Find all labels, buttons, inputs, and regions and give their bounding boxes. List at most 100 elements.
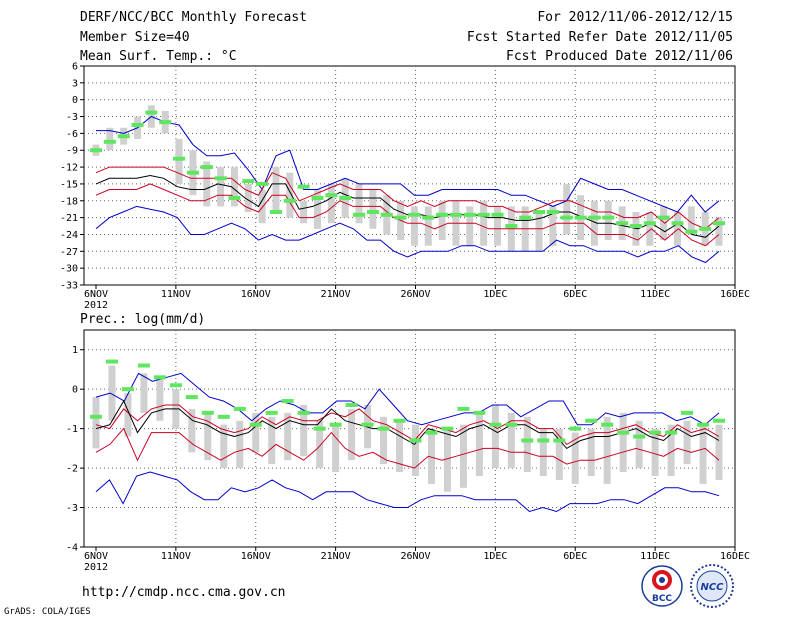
observed-marker bbox=[519, 215, 532, 220]
observed-marker bbox=[697, 422, 710, 427]
observed-marker bbox=[249, 422, 262, 427]
spread-box bbox=[258, 189, 266, 224]
spread-box bbox=[603, 416, 611, 484]
observed-marker bbox=[329, 422, 342, 427]
observed-marker bbox=[117, 134, 130, 139]
spread-box bbox=[355, 183, 363, 224]
observed-marker bbox=[616, 221, 629, 226]
observed-marker bbox=[339, 195, 352, 200]
x-tick-label: 6NOV bbox=[84, 551, 108, 562]
observed-marker bbox=[153, 375, 166, 380]
observed-marker bbox=[377, 426, 390, 431]
observed-marker bbox=[521, 438, 534, 443]
spread-box bbox=[217, 167, 225, 207]
observed-marker bbox=[214, 176, 227, 181]
spread-box bbox=[284, 412, 292, 461]
observed-marker bbox=[425, 430, 438, 435]
x-tick-label: 21NOV bbox=[321, 289, 351, 300]
observed-marker bbox=[463, 212, 476, 217]
x-tick-label: 16DEC bbox=[720, 551, 750, 562]
spread-box bbox=[438, 200, 446, 241]
x-tick-label: 11NOV bbox=[161, 289, 191, 300]
observed-marker bbox=[713, 221, 726, 226]
precip-variable-label: Prec.: log(mm/d) bbox=[80, 312, 205, 327]
spread-box bbox=[571, 432, 579, 484]
series-line-lower bbox=[95, 427, 720, 469]
spread-box bbox=[314, 189, 322, 229]
y-tick-label: 6 bbox=[72, 62, 78, 73]
spread-box bbox=[480, 200, 488, 246]
observed-marker bbox=[105, 359, 118, 364]
series-line-max bbox=[96, 115, 720, 213]
observed-marker bbox=[699, 226, 712, 231]
observed-marker bbox=[505, 422, 518, 427]
observed-marker bbox=[601, 422, 614, 427]
observed-marker bbox=[394, 215, 407, 220]
plot-frame bbox=[83, 329, 736, 548]
observed-marker bbox=[325, 193, 338, 198]
observed-marker bbox=[633, 434, 646, 439]
observed-marker bbox=[345, 402, 358, 407]
source-url[interactable]: http://cmdp.ncc.cma.gov.cn bbox=[82, 585, 286, 600]
observed-marker bbox=[505, 224, 518, 229]
spread-box bbox=[412, 424, 419, 476]
observed-marker bbox=[242, 179, 255, 184]
x-tick-label: 16NOV bbox=[241, 551, 271, 562]
spread-box bbox=[272, 167, 280, 212]
forecast-produced-label: Fcst Produced Date 2012/11/06 bbox=[506, 49, 733, 64]
x-tick-label: 26NOV bbox=[400, 551, 430, 562]
observed-marker bbox=[313, 426, 326, 431]
year-label: 2012 bbox=[84, 300, 108, 311]
observed-marker bbox=[560, 215, 573, 220]
observed-marker bbox=[137, 363, 150, 368]
spread-box bbox=[523, 416, 531, 473]
bcc-logo-text: BCC bbox=[652, 594, 672, 604]
observed-marker bbox=[629, 224, 642, 229]
spread-box bbox=[220, 424, 228, 469]
spread-box bbox=[396, 420, 404, 473]
spread-box bbox=[140, 373, 148, 413]
spread-box bbox=[410, 206, 418, 246]
plot-frame bbox=[83, 65, 736, 286]
spread-box bbox=[715, 424, 723, 480]
observed-marker bbox=[233, 406, 246, 411]
series-line-min bbox=[95, 205, 720, 264]
bcc-logo: BCC bbox=[641, 565, 683, 607]
observed-marker bbox=[585, 418, 598, 423]
spread-box bbox=[268, 416, 276, 465]
spread-box bbox=[106, 127, 114, 151]
y-tick-label: -1 bbox=[66, 424, 78, 435]
ncc-logo-text: NCC bbox=[700, 582, 724, 593]
spread-box bbox=[286, 172, 294, 218]
spread-box bbox=[699, 424, 707, 484]
spread-box bbox=[175, 139, 183, 184]
observed-marker bbox=[546, 210, 559, 214]
observed-marker bbox=[380, 212, 393, 217]
y-tick-label: 0 bbox=[72, 385, 78, 396]
spread-box bbox=[466, 206, 474, 246]
spread-box bbox=[715, 217, 723, 246]
observed-marker bbox=[681, 410, 694, 415]
spread-box bbox=[244, 183, 252, 212]
observed-marker bbox=[533, 210, 546, 214]
observed-marker bbox=[588, 215, 601, 220]
temperature-panel: 6NOV 11NOV 16NOV 21NOV 26NOV 1DEC 6DEC 11DEC 16D… bbox=[60, 62, 750, 312]
spread-box bbox=[494, 206, 502, 246]
spread-box bbox=[667, 424, 675, 476]
y-tick-label: -33 bbox=[60, 281, 78, 292]
observed-marker bbox=[361, 422, 374, 427]
spread-box bbox=[380, 416, 388, 465]
y-tick-label: -30 bbox=[60, 264, 78, 275]
observed-marker bbox=[173, 156, 186, 161]
observed-marker bbox=[457, 406, 470, 411]
x-tick-label: 6DEC bbox=[563, 551, 587, 562]
observed-marker bbox=[186, 170, 199, 175]
series-line-upper bbox=[95, 404, 720, 446]
spread-box bbox=[156, 377, 164, 421]
y-tick-label: -4 bbox=[66, 543, 78, 554]
observed-marker bbox=[201, 410, 214, 415]
x-tick-label: 6NOV bbox=[84, 289, 108, 300]
spread-box bbox=[188, 408, 196, 453]
observed-marker bbox=[408, 212, 421, 217]
observed-marker bbox=[449, 212, 462, 217]
